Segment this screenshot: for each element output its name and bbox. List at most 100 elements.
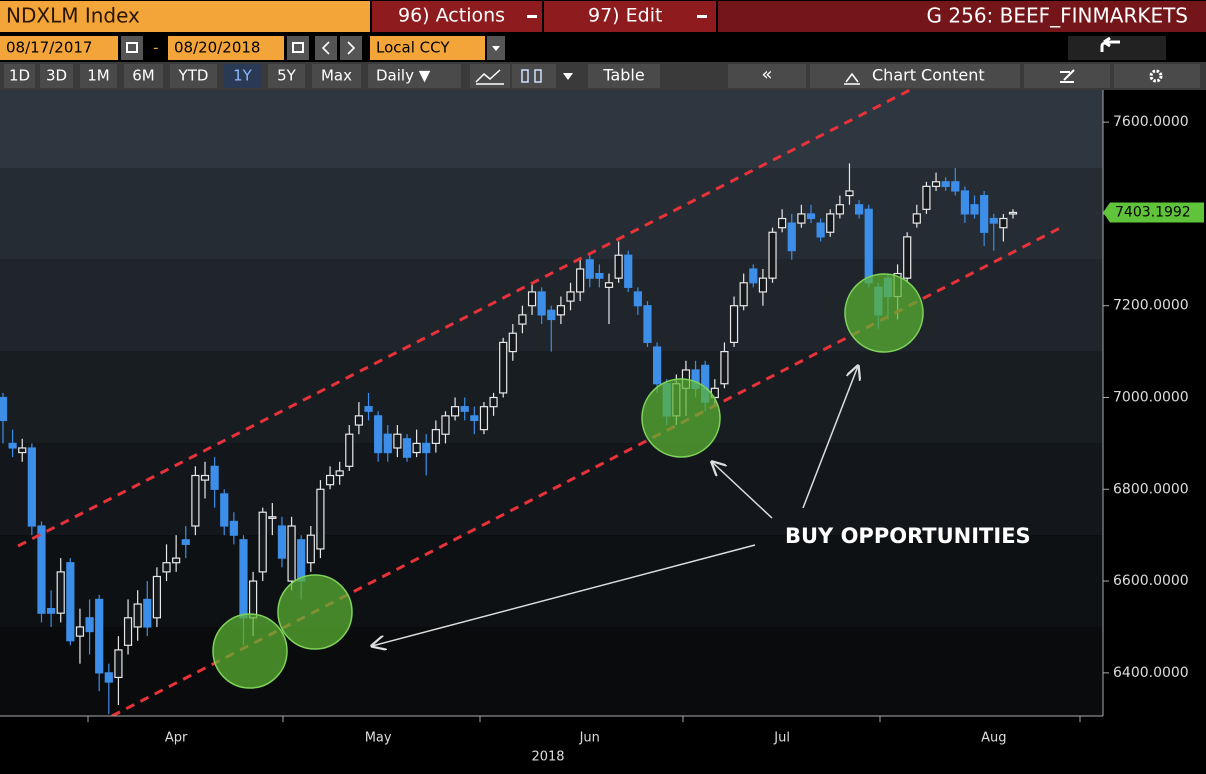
candle-body	[1008, 211, 1018, 215]
candle-body	[66, 562, 75, 642]
grid-band	[0, 535, 1103, 627]
grid-band	[0, 626, 1103, 716]
calendar-button[interactable]	[287, 36, 309, 60]
candle-body	[316, 488, 325, 550]
candle-body	[479, 406, 489, 431]
settings-button[interactable]	[1114, 64, 1200, 88]
x-tick-label: May	[365, 731, 392, 746]
candle-body	[191, 474, 200, 527]
candle-body	[422, 442, 431, 454]
candle-body	[576, 268, 585, 293]
candle-body	[749, 268, 758, 284]
dropdown-icon	[492, 46, 500, 51]
candle-body	[229, 520, 238, 536]
collapse-button[interactable]	[728, 64, 806, 88]
candle-body	[162, 562, 171, 573]
candle-body	[652, 346, 662, 385]
candle-body	[95, 598, 104, 674]
arrow	[712, 462, 773, 519]
axes: 2018 6400.0000 6600.0000 6800.0000 7000.000…	[0, 90, 1206, 774]
candle-body	[46, 608, 56, 614]
candle-chart-button[interactable]	[512, 64, 556, 88]
edit-menu[interactable]	[544, 1, 716, 32]
last-price-marker	[1103, 202, 1204, 223]
candle-body	[960, 190, 970, 215]
candle-body	[210, 465, 219, 490]
frequency-button[interactable]	[368, 64, 461, 88]
candle-body	[739, 282, 748, 307]
candle-body	[8, 442, 17, 449]
end-date-field[interactable]	[168, 36, 284, 60]
period-label: 1D	[9, 67, 30, 85]
candle-body	[450, 406, 460, 417]
y-tick-label: 7200.0000	[1113, 298, 1189, 314]
period-label: 1M	[87, 67, 110, 85]
prev-icon	[321, 41, 330, 55]
start-date-field[interactable]	[0, 36, 118, 60]
period-button[interactable]	[312, 64, 361, 88]
period-button[interactable]	[80, 64, 117, 88]
candle-body	[56, 571, 65, 614]
actions-menu[interactable]	[372, 1, 542, 32]
period-button[interactable]	[124, 64, 163, 88]
candle-body	[354, 415, 364, 426]
chart-background	[0, 90, 1206, 716]
prev-button[interactable]	[315, 36, 337, 60]
start-date: 08/17/2017	[6, 39, 92, 57]
end-date: 08/20/2018	[174, 39, 260, 57]
candle-body	[614, 254, 623, 279]
period-button[interactable]	[224, 64, 261, 88]
last-price-label: 7403.1992	[1115, 204, 1191, 220]
period-button[interactable]	[170, 64, 217, 88]
candle-body	[18, 447, 27, 454]
period-label: 3D	[46, 67, 67, 85]
candle-body	[374, 415, 383, 454]
candle-body	[306, 534, 315, 564]
candle-body	[248, 580, 258, 619]
currency-field[interactable]	[370, 36, 485, 60]
x-axis-label: 2018	[531, 750, 564, 765]
chart-content-label: Chart Content	[872, 66, 985, 85]
period-button[interactable]	[40, 64, 73, 88]
next-icon	[347, 41, 356, 55]
group-field	[718, 1, 1206, 32]
security-name: NDXLM Index	[6, 4, 140, 28]
buy-zone	[844, 273, 924, 353]
candle-body	[970, 204, 979, 215]
candle-body	[499, 341, 508, 394]
grid-band	[0, 351, 1103, 444]
upper-channel-line	[17, 88, 911, 548]
dropdown-icon	[563, 73, 573, 80]
candle-body	[37, 525, 46, 614]
candle-body	[383, 433, 392, 454]
y-axis-area	[1103, 90, 1206, 716]
back-button[interactable]	[1068, 36, 1166, 60]
candle-body	[787, 222, 796, 252]
calendar-icon	[292, 42, 304, 53]
candle-body	[720, 350, 729, 385]
candle-body	[980, 194, 989, 233]
candle-body	[325, 474, 335, 486]
candle-body	[297, 539, 306, 582]
x-tick-label: Jun	[579, 731, 600, 746]
candle-body	[0, 396, 8, 422]
candle-body	[826, 213, 835, 233]
period-button[interactable]	[4, 64, 35, 88]
buy-zone	[212, 613, 288, 689]
candle-icon	[521, 69, 529, 83]
candle-body	[85, 617, 94, 633]
next-button[interactable]	[340, 36, 362, 60]
y-tick-label: 6400.0000	[1113, 665, 1189, 681]
candle-body	[633, 291, 642, 307]
candle-body	[518, 314, 527, 325]
table-button[interactable]	[588, 64, 660, 88]
edit-label: 97) Edit	[588, 5, 662, 27]
period-button[interactable]	[268, 64, 305, 88]
candle-body	[816, 222, 825, 238]
back-icon	[1100, 36, 1120, 52]
period-label: 5Y	[277, 67, 297, 85]
period-label: 1Y	[233, 67, 253, 85]
security-field[interactable]	[0, 1, 370, 32]
y-tick-label: 7600.0000	[1113, 114, 1189, 130]
calendar-button[interactable]	[121, 36, 143, 60]
